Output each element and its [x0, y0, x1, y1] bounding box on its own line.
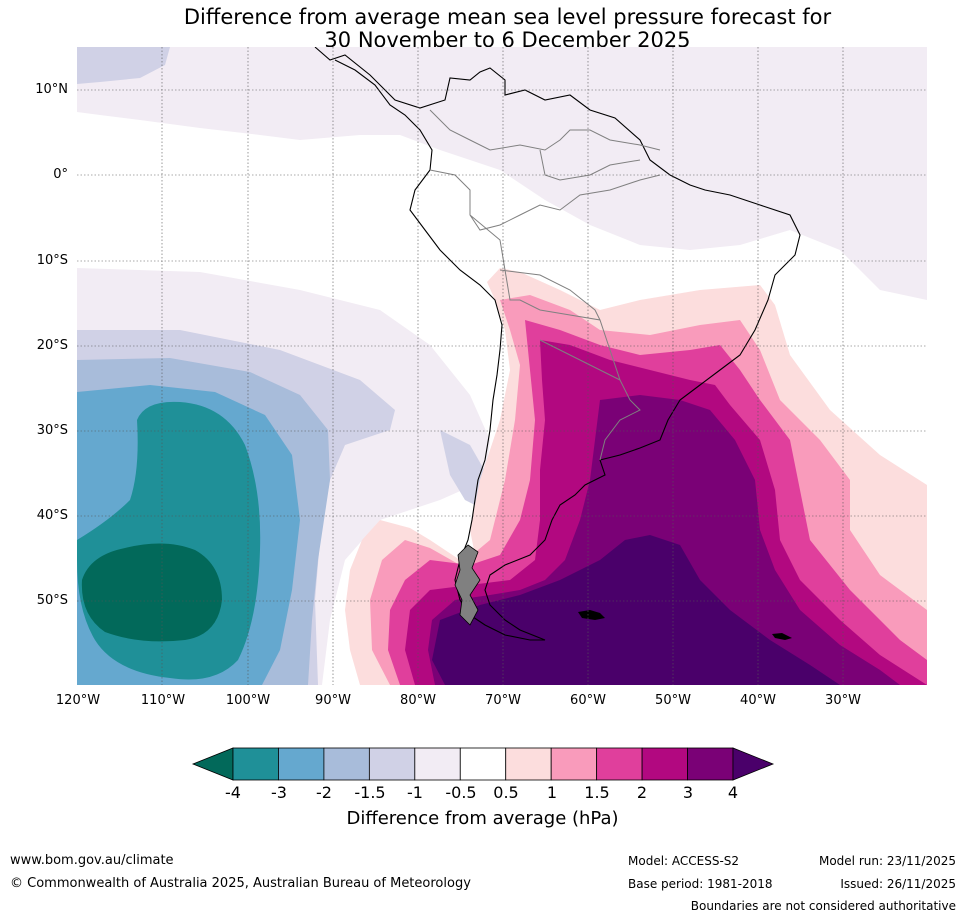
- colorbar-extend-max: [732, 747, 775, 781]
- colorbar-segment: [505, 747, 552, 781]
- lon-label-100w: 100°W: [225, 693, 271, 708]
- colorbar-segment: [368, 747, 416, 781]
- lat-label-10s: 10°S: [36, 253, 68, 268]
- anomaly-area-neg1-north: [77, 47, 170, 84]
- south-georgia-island: [772, 633, 792, 640]
- colorbar-tick: -1.5: [354, 783, 386, 802]
- falkland-islands: [578, 610, 605, 620]
- continent-outline: [314, 47, 801, 641]
- lon-label-60w: 60°W: [570, 693, 606, 708]
- anomaly-area-neg4-pacific: [81, 543, 222, 642]
- colorbar-tick: -2: [316, 783, 332, 802]
- lat-label-40s: 40°S: [36, 508, 68, 523]
- lat-label-50s: 50°S: [36, 593, 68, 608]
- disclaimer-text: Boundaries are not considered authoritat…: [690, 899, 956, 913]
- colorbar-segment: [414, 747, 461, 781]
- colorbar-tick: 3: [682, 783, 694, 802]
- website-link[interactable]: www.bom.gov.au/climate: [10, 853, 174, 868]
- lon-label-80w: 80°W: [400, 693, 436, 708]
- lat-label-20s: 20°S: [36, 338, 68, 353]
- colorbar-tick: -1: [407, 783, 423, 802]
- model-text: Model: ACCESS-S2: [628, 854, 740, 868]
- colorbar-tick: 1: [546, 783, 558, 802]
- colorbar-tick: -0.5: [445, 783, 477, 802]
- lon-label-90w: 90°W: [315, 693, 351, 708]
- lon-label-70w: 70°W: [485, 693, 521, 708]
- colorbar-segment: [596, 747, 643, 781]
- lon-label-110w: 110°W: [140, 693, 186, 708]
- model-run-text: Model run: 23/11/2025: [818, 854, 956, 868]
- title-line-1: Difference from average mean sea level p…: [183, 5, 832, 29]
- colorbar-tick: 2: [636, 783, 648, 802]
- lon-label-40w: 40°W: [740, 693, 776, 708]
- colorbar-segment: [641, 747, 688, 781]
- copyright-text: © Commonwealth of Australia 2025, Austra…: [10, 876, 471, 891]
- colorbar: [191, 747, 775, 781]
- colorbar-label: Difference from average (hPa): [346, 808, 619, 829]
- colorbar-segment: [232, 747, 279, 781]
- lat-label-0: 0°: [53, 167, 68, 182]
- colorbar-tick: -4: [225, 783, 241, 802]
- colorbar-segment: [278, 747, 325, 781]
- colorbar-tick: -3: [271, 783, 287, 802]
- lon-label-30w: 30°W: [825, 693, 861, 708]
- lon-label-50w: 50°W: [655, 693, 691, 708]
- graticule: [77, 47, 927, 685]
- colorbar-segment: [323, 747, 370, 781]
- colorbar-tick: 4: [727, 783, 739, 802]
- colorbar-extend-min: [191, 747, 234, 781]
- colorbar-segment: [459, 747, 507, 781]
- lat-label-10n: 10°N: [35, 82, 68, 97]
- colorbar-segment: [550, 747, 598, 781]
- anomaly-area-pos4: [432, 535, 840, 685]
- colorbar-tick: 1.5: [584, 783, 610, 802]
- colorbar-tick: 0.5: [493, 783, 519, 802]
- country-borders: [429, 109, 661, 461]
- lat-label-30s: 30°S: [36, 423, 68, 438]
- anomaly-area-neg05-north: [77, 47, 927, 300]
- pressure-anomaly-map: [77, 47, 927, 685]
- colorbar-segment: [687, 747, 734, 781]
- base-period-text: Base period: 1981-2018: [628, 877, 773, 891]
- issued-text: Issued: 26/11/2025: [840, 877, 956, 891]
- chile-southern-coast: [454, 544, 481, 626]
- lon-label-120w: 120°W: [55, 693, 101, 708]
- anomaly-area-neg1-chile-coast: [440, 430, 490, 510]
